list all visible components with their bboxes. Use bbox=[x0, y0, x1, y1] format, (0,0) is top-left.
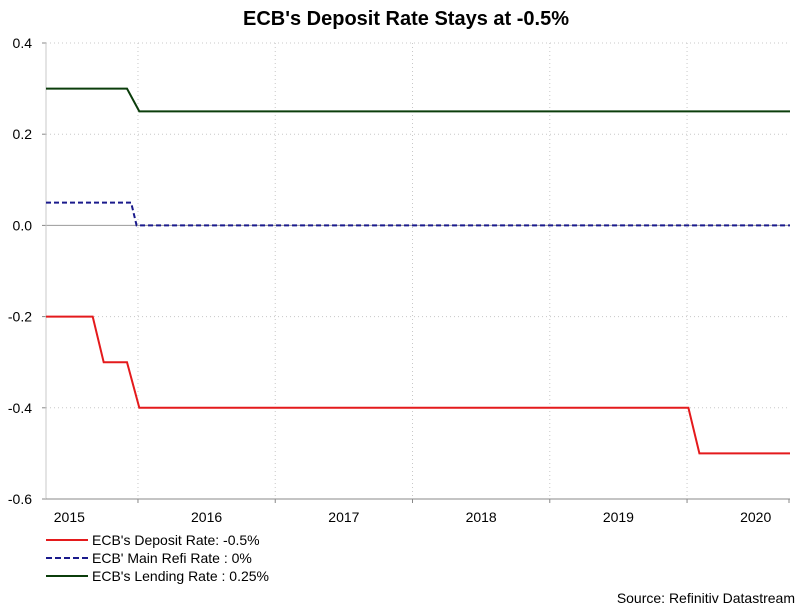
x-tick-label: 2017 bbox=[328, 509, 359, 525]
y-tick-label: -0.4 bbox=[8, 400, 32, 416]
y-tick-label: 0.2 bbox=[13, 126, 33, 142]
x-tick-label: 2018 bbox=[466, 509, 497, 525]
series-lines bbox=[46, 87, 790, 455]
series-line-1 bbox=[46, 201, 790, 227]
chart-title: ECB's Deposit Rate Stays at -0.5% bbox=[243, 8, 569, 30]
x-tick-label: 2015 bbox=[54, 509, 85, 525]
y-tick-label: 0.0 bbox=[13, 217, 33, 233]
tick-labels: 0.4 0.2 0.0 -0.2 -0.4 -0.6 2015 2016 2017 2018 201… bbox=[8, 35, 772, 525]
legend-label-refi: ECB' Main Refi Rate : 0% bbox=[92, 550, 252, 566]
x-tick-label: 2020 bbox=[740, 509, 771, 525]
legend-label-deposit: ECB's Deposit Rate: -0.5% bbox=[92, 532, 260, 548]
y-tick-label: 0.4 bbox=[13, 35, 33, 51]
x-tick-label: 2019 bbox=[603, 509, 634, 525]
legend-swatch-lending bbox=[46, 575, 88, 577]
legend-item-lending: ECB's Lending Rate : 0.25% bbox=[46, 567, 269, 585]
legend-item-refi: ECB' Main Refi Rate : 0% bbox=[46, 549, 269, 567]
legend-swatch-refi bbox=[46, 557, 88, 559]
y-tick-label: -0.6 bbox=[8, 491, 32, 507]
legend: ECB's Deposit Rate: -0.5% ECB' Main Refi… bbox=[46, 531, 269, 585]
source-note: Source: Refinitiv Datastream bbox=[616, 590, 795, 606]
series-line-2 bbox=[46, 87, 790, 113]
axes bbox=[42, 42, 790, 503]
legend-swatch-deposit bbox=[46, 539, 88, 541]
series-line-0 bbox=[46, 315, 790, 455]
x-tick-label: 2016 bbox=[191, 509, 222, 525]
legend-label-lending: ECB's Lending Rate : 0.25% bbox=[92, 568, 270, 584]
legend-item-deposit: ECB's Deposit Rate: -0.5% bbox=[46, 531, 269, 549]
y-tick-label: -0.2 bbox=[8, 309, 32, 325]
